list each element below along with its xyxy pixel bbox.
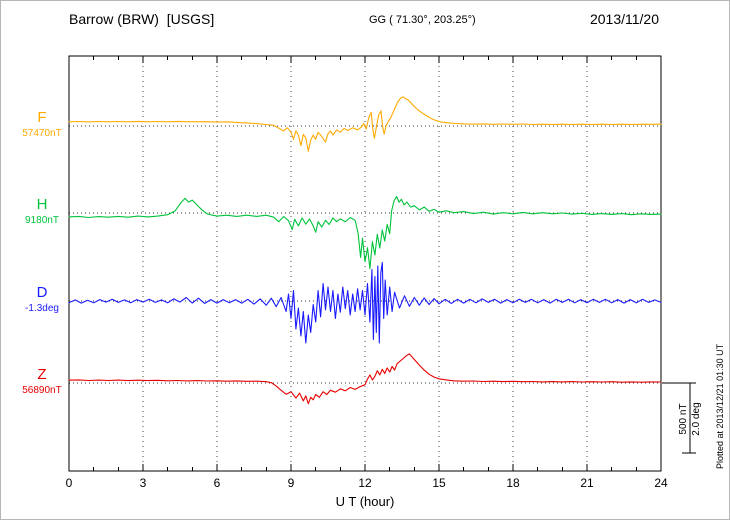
- x-tick-label: 12: [358, 476, 372, 490]
- plotted-at-note: Plotted at 2013/12/21 01:30 UT: [715, 343, 725, 469]
- x-tick-label: 0: [65, 476, 73, 490]
- series-baseline-f: 57470nT: [22, 128, 62, 139]
- series-label-f: F 57470nT: [13, 110, 71, 140]
- series-letter-z: Z: [37, 366, 47, 383]
- trace-z: [68, 353, 662, 405]
- x-tick-label: 18: [506, 476, 520, 490]
- series-letter-d: D: [36, 284, 48, 301]
- x-tick-label: 3: [139, 476, 147, 490]
- x-tick-label: 21: [580, 476, 594, 490]
- trace-h: [68, 195, 662, 270]
- series-label-d: D -1.3deg: [13, 285, 71, 315]
- x-tick-label: 6: [213, 476, 221, 490]
- series-label-h: H 9180nT: [13, 197, 71, 227]
- trace-d: [68, 261, 662, 344]
- series-baseline-d: -1.3deg: [25, 303, 59, 314]
- series-letter-h: H: [36, 196, 48, 213]
- x-tick-label: 9: [287, 476, 295, 490]
- station-title: Barrow (BRW) [USGS]: [69, 11, 215, 27]
- scale-bar-labels: 500 nT 2.0 deg: [678, 402, 702, 436]
- x-tick-label: 15: [432, 476, 446, 490]
- series-letter-f: F: [37, 109, 47, 126]
- x-tick-label: 24: [654, 476, 668, 490]
- series-baseline-h: 9180nT: [25, 215, 59, 226]
- trace-f: [68, 96, 662, 152]
- series-label-z: Z 56890nT: [13, 367, 71, 397]
- series-baseline-z: 56890nT: [22, 385, 62, 396]
- x-axis-label: U T (hour): [335, 494, 395, 509]
- plot-date: 2013/11/20: [589, 11, 659, 27]
- geographic-coords: GG ( 71.30°, 203.25°): [369, 14, 476, 26]
